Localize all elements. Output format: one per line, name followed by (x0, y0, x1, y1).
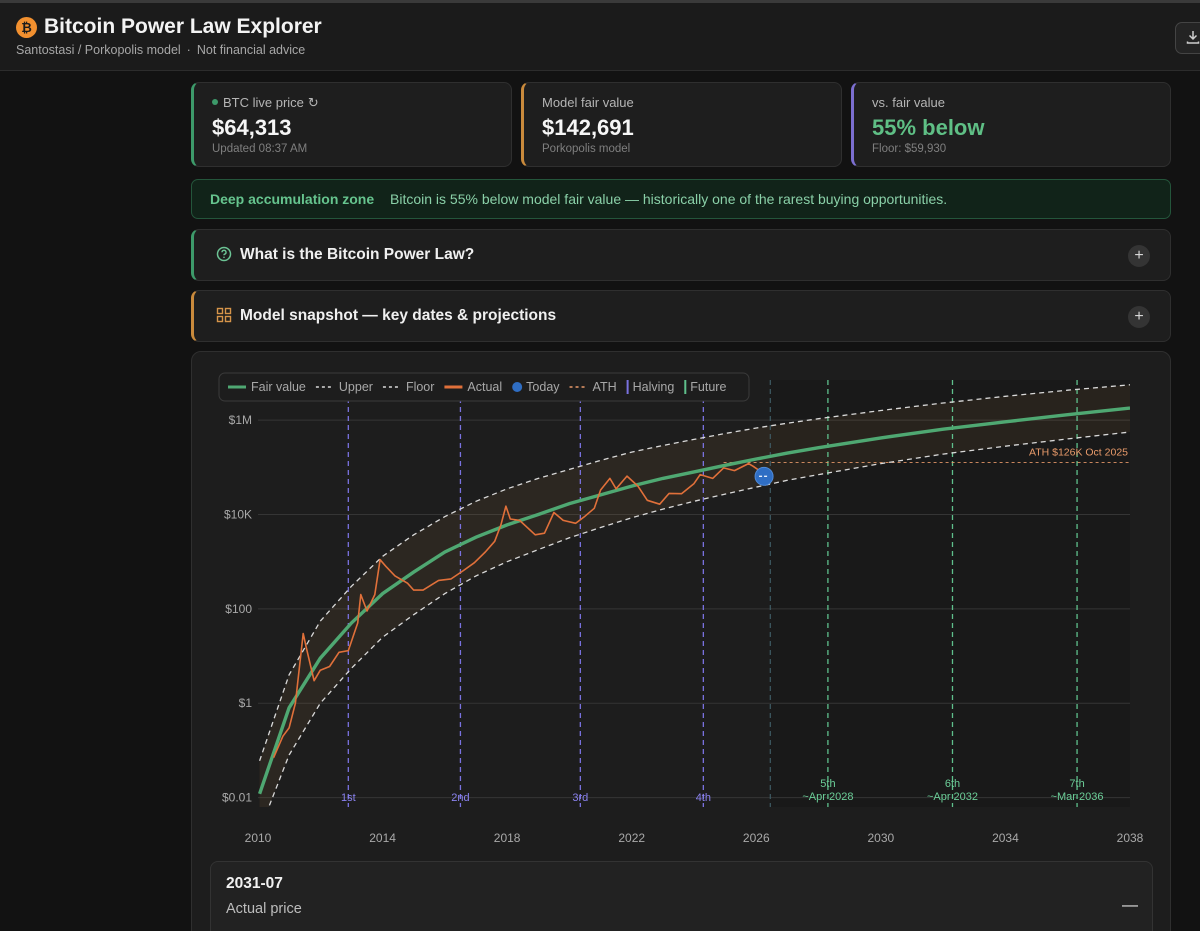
subtitle-disclaimer: Not financial advice (196, 43, 306, 57)
upper-line (258, 384, 1130, 762)
hover-detail-card: 2031-07 Actual price — (210, 861, 1153, 931)
future-halving-date: ~Mar 2036 (1051, 791, 1104, 803)
x-tick-label: 2010 (245, 831, 272, 845)
halving-label: 3rd (572, 792, 588, 804)
vs-fair-value-value: 55% below (872, 115, 985, 140)
fair-value-source: Porkopolis model (542, 143, 631, 155)
y-tick-label: $1 (239, 696, 253, 710)
halving-label: 2nd (451, 792, 469, 804)
download-icon (1186, 31, 1200, 44)
x-tick-label: 2018 (494, 831, 521, 845)
accordion-power-law[interactable]: What is the Bitcoin Power Law? + (191, 229, 1171, 281)
vs-fair-value-card: vs. fair value 55% below Floor: $59,930 (851, 82, 1171, 167)
bitcoin-logo-icon: ₿ (16, 17, 37, 38)
x-tick-label: 2034 (992, 831, 1019, 845)
future-halving-label: 7th (1069, 778, 1084, 790)
chart-legend: Fair value Upper Floor Actual Today ATH Halvin… (218, 372, 750, 402)
download-button[interactable] (1175, 22, 1200, 54)
legend-box (218, 372, 750, 402)
accumulation-zone-banner: Deep accumulation zone Bitcoin is 55% be… (191, 179, 1171, 219)
app-title: Bitcoin Power Law Explorer (44, 15, 322, 38)
legend-label: Future (690, 380, 726, 394)
y-tick-label: $1M (229, 413, 252, 427)
halving-label: 1st (341, 792, 356, 804)
x-tick-label: 2030 (868, 831, 895, 845)
refresh-icon[interactable]: ↻ (307, 95, 319, 110)
live-indicator-icon (212, 99, 218, 105)
y-tick-label: $0.01 (222, 791, 252, 805)
detail-value: — (1122, 897, 1138, 914)
live-price-value: $64,313 (212, 115, 292, 140)
ath-label: ATH $126K Oct 2025 (1029, 447, 1128, 459)
x-tick-label: 2026 (743, 831, 770, 845)
live-price-updated: Updated 08:37 AM (212, 143, 308, 155)
power-law-chart[interactable]: $0.01 $1 $100 $10K $1M 2010 2014 2018 2022 2026 20… (192, 352, 1170, 931)
future-halving-label: 5th (820, 778, 835, 790)
window-top-edge (0, 0, 1200, 3)
fair-value-card: Model fair value $142,691 Porkopolis mod… (521, 82, 842, 167)
future-region (770, 380, 1130, 807)
app-header: ₿ Bitcoin Power Law Explorer Santostasi … (0, 3, 1200, 71)
legend-label: Fair value (251, 380, 306, 394)
floor-line (268, 431, 1130, 807)
expand-plus-icon[interactable]: + (1128, 306, 1150, 328)
legend-label: Actual (467, 380, 502, 394)
future-halving-date: ~Apr 2028 (802, 791, 853, 803)
fair-value-band (259, 384, 1130, 807)
floor-value: Floor: $59,930 (872, 143, 947, 155)
plot-series (258, 380, 1130, 807)
subtitle-model: Santostasi / Porkopolis model (16, 43, 181, 57)
future-halving-label: 6th (945, 778, 960, 790)
banner-text: Bitcoin is 55% below model fair value — … (390, 191, 948, 207)
accordion-title: What is the Bitcoin Power Law? (240, 246, 475, 263)
detail-date: 2031-07 (226, 875, 283, 892)
detail-label: Actual price (226, 901, 302, 917)
live-price-label: BTC live price ↻ (212, 95, 319, 111)
fair-value-value: $142,691 (542, 115, 634, 140)
legend-label: Upper (339, 380, 373, 394)
accordion-title: Model snapshot — key dates & projections (240, 307, 557, 324)
y-tick-label: $100 (225, 602, 252, 616)
live-price-card: BTC live price ↻ $64,313 Updated 08:37 AM (191, 82, 512, 167)
legend-label: Floor (406, 380, 434, 394)
app-subtitle: Santostasi / Porkopolis model · Not financ… (16, 43, 305, 57)
accordion-model-snapshot[interactable]: Model snapshot — key dates & projections… (191, 290, 1171, 342)
x-tick-label: 2014 (369, 831, 396, 845)
legend-label: Halving (633, 380, 675, 394)
chart-panel: $0.01 $1 $100 $10K $1M 2010 2014 2018 2022 2026 20… (191, 351, 1171, 931)
vs-fair-value-label: vs. fair value (872, 95, 945, 110)
expand-plus-icon[interactable]: + (1128, 245, 1150, 267)
legend-swatch-dot (512, 382, 523, 392)
banner-title: Deep accumulation zone (210, 191, 375, 207)
help-circle-icon (216, 246, 232, 262)
subtitle-separator: · (186, 43, 191, 57)
actual-price-line (272, 462, 764, 759)
legend-label: Today (526, 380, 560, 394)
fair-value-label: Model fair value (542, 95, 634, 110)
x-tick-label: 2038 (1117, 831, 1144, 845)
legend-label: ATH (593, 380, 617, 394)
future-halving-date: ~Apr 2032 (927, 791, 978, 803)
y-tick-label: $10K (224, 507, 252, 521)
x-tick-label: 2022 (618, 831, 645, 845)
grid-icon (216, 307, 232, 323)
halving-label: 4th (696, 792, 711, 804)
fair-value-line (258, 406, 1130, 795)
